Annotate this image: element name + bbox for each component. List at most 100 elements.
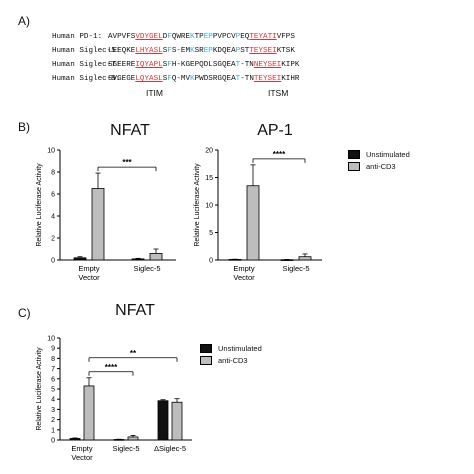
y-tick-label: 2	[51, 417, 55, 424]
sequence-segment: S	[162, 75, 168, 83]
bar	[131, 258, 145, 261]
sequence-segment: WDSRGQEA	[199, 75, 236, 83]
bar	[157, 400, 169, 441]
x-tick-label: Vector	[71, 453, 93, 462]
x-tick-label: Siglec-5	[133, 264, 160, 273]
y-axis-label: Relative Luciferase Activity	[36, 347, 43, 431]
y-tick-label: 6	[51, 192, 55, 199]
sequence-segment: H-KGEP	[171, 61, 200, 69]
y-tick-label: 3	[51, 407, 55, 414]
y-tick-label: 8	[51, 170, 55, 177]
chart-c-title: NFAT	[115, 302, 155, 319]
sequence-segment: Q-MV	[171, 75, 191, 83]
y-tick-label: 4	[51, 397, 55, 404]
y-tick-label: 0	[209, 258, 213, 265]
sequence-alignment: Human PD-1: AVPVFSVDYGELDFQWREKTPEPPVPCVP…	[52, 30, 299, 86]
bar	[298, 256, 312, 261]
legend-c: Unstimulated anti-CD3	[200, 342, 262, 366]
sequence-row: Human Siglec-9:SVGEGELQYASLSFQ-MVKPWDSRG…	[52, 72, 299, 86]
conserved-residue: K	[190, 33, 195, 41]
motif-residues: VDYGEL	[135, 33, 163, 41]
motif-residues: TEYATI	[249, 33, 277, 41]
sequence-segment: KIHR	[281, 75, 300, 83]
sequence-name: Human Siglec-5:	[52, 47, 121, 55]
bar	[149, 253, 163, 261]
bar	[83, 385, 95, 441]
conserved-residue: K	[190, 75, 195, 83]
y-tick-label: 10	[47, 148, 55, 155]
panel-c-letter: C)	[18, 306, 31, 320]
y-axis-label: Relative Luciferase Activity	[194, 163, 201, 247]
bar	[127, 436, 139, 441]
chart-b1: 0 2 4 6 8 10 Relative Luciferase Activity Empty…	[36, 148, 176, 282]
sequence-segment: QWRE	[171, 33, 191, 41]
legend-swatch-anti-cd3	[348, 161, 360, 171]
y-tick-label: 15	[205, 175, 213, 182]
sequence-segment: KTSK	[276, 47, 295, 55]
y-tick-label: 5	[209, 230, 213, 237]
y-tick-label: 20	[205, 148, 213, 155]
legend-label-anti-cd3: anti-CD3	[366, 161, 396, 171]
motif-residues: TEYSEI	[249, 47, 277, 55]
sequence-segment: ST	[240, 47, 250, 55]
motif-residues: NEYSEI	[253, 61, 282, 69]
y-tick-label: 10	[47, 336, 55, 343]
sequence-segment: PVPCV	[212, 33, 236, 41]
conserved-residue: F	[167, 47, 172, 55]
y-tick-label: 8	[51, 356, 55, 363]
y-tick-label: 10	[205, 203, 213, 210]
x-tick-label: Empty	[78, 264, 100, 273]
motif-residues: TEYSEI	[253, 75, 282, 83]
conserved-residue: P	[235, 47, 241, 55]
sequence-row: Human Siglec-5:LEEQKELHYASLSFS-EMKSREPKD…	[52, 44, 299, 58]
chart-b1-title: NFAT	[110, 122, 150, 139]
bar	[91, 188, 105, 261]
x-tick-label: Vector	[233, 273, 255, 282]
bar	[171, 401, 183, 441]
x-tick-label: Empty	[71, 444, 93, 453]
itim-label: ITIM	[146, 88, 163, 98]
x-tick-label: Empty	[233, 264, 255, 273]
significance-label: ****	[273, 150, 286, 159]
bar	[113, 439, 125, 441]
chart-b2-title: AP-1	[257, 122, 293, 139]
legend-b: Unstimulated anti-CD3	[348, 148, 410, 172]
sequence-segment: SR	[194, 47, 204, 55]
bar	[73, 257, 87, 261]
sequence-segment: KIPK	[281, 61, 300, 69]
sequence-segment: EQ	[240, 33, 250, 41]
x-tick-label: ΔSiglec-5	[154, 444, 186, 453]
bar	[246, 185, 260, 261]
x-tick-label: Vector	[78, 273, 100, 282]
conserved-residue: T	[235, 61, 241, 69]
significance-label: **	[130, 349, 137, 358]
sequence-segment: S-EM	[171, 47, 191, 55]
bar	[69, 438, 81, 441]
conserved-residue: F	[167, 75, 172, 83]
legend-swatch-unstimulated	[348, 149, 360, 159]
conserved-residue: F	[167, 61, 172, 69]
conserved-residue: P	[235, 33, 241, 41]
motif-residues: LHYASL	[135, 47, 163, 55]
sequence-segment: LEEQKE	[108, 47, 136, 55]
sequence-segment: P	[194, 75, 200, 83]
significance-label: ****	[105, 363, 118, 372]
y-tick-label: 9	[51, 346, 55, 353]
chart-b2: 0 5 10 15 20 Relative Luciferase Activity Empt…	[194, 148, 322, 282]
y-tick-label: 1	[51, 427, 55, 434]
y-tick-label: 7	[51, 366, 55, 373]
y-tick-label: 0	[51, 258, 55, 265]
sequence-segment: -TN	[240, 61, 254, 69]
sequence-segment: QDLSGQEA	[199, 61, 236, 69]
sequence-row: Human PD-1: AVPVFSVDYGELDFQWREKTPEPPVPCVP…	[52, 30, 299, 44]
sequence-name: Human PD-1:	[52, 33, 103, 41]
legend-label-anti-cd3: anti-CD3	[218, 355, 248, 365]
conserved-residue: T	[235, 75, 241, 83]
legend-item-anti-cd3: anti-CD3	[200, 354, 262, 366]
sequence-segment: KDQEA	[212, 47, 236, 55]
sequence-segment: SVGEGE	[108, 75, 136, 83]
sequence-name: Human Siglec-9:	[52, 75, 121, 83]
conserved-residue: EP	[203, 33, 213, 41]
legend-label-unstimulated: Unstimulated	[218, 343, 262, 353]
legend-swatch-anti-cd3	[200, 355, 212, 365]
